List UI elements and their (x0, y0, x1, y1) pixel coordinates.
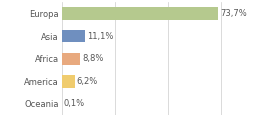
Text: 6,2%: 6,2% (76, 77, 98, 86)
Bar (62, 7, 218, 20)
Bar (62, 30, 85, 42)
Bar (62, 53, 80, 65)
Text: 11,1%: 11,1% (87, 32, 113, 41)
Text: 0,1%: 0,1% (64, 99, 85, 108)
Text: 73,7%: 73,7% (220, 9, 247, 18)
Bar (62, 75, 75, 88)
Text: 8,8%: 8,8% (82, 54, 103, 63)
